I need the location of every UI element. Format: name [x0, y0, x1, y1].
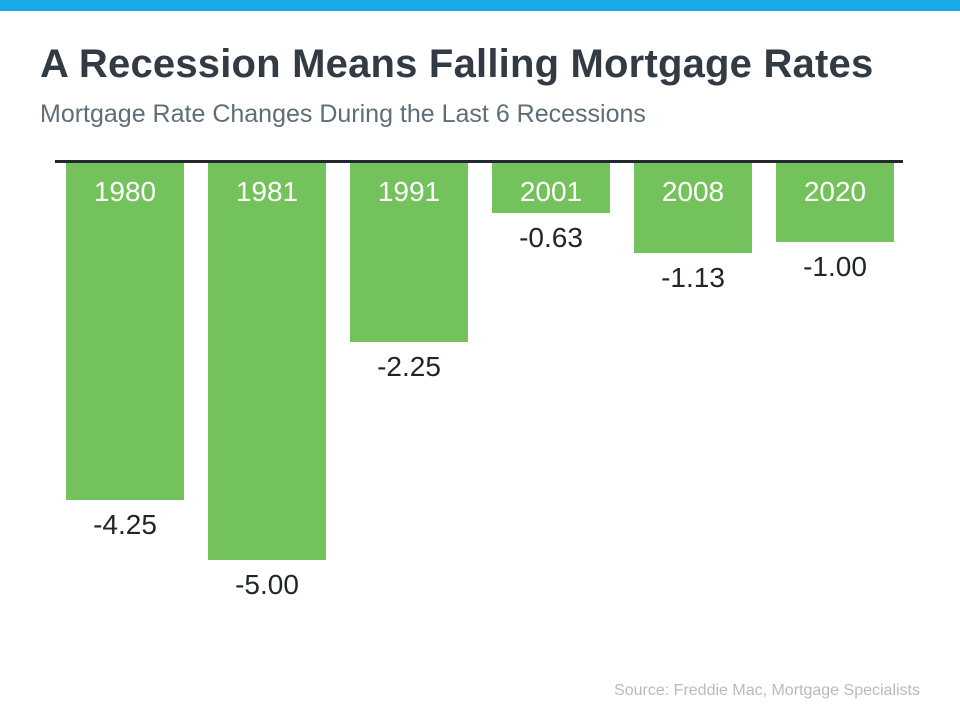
- top-accent-strip: [0, 0, 960, 11]
- bar-year-label: 2008: [661, 176, 725, 207]
- bar-1991: 1991 -2.25: [350, 163, 468, 382]
- axis-baseline: [55, 160, 903, 163]
- bar-value-label: -1.00: [803, 251, 867, 282]
- bar-year-label: 1981: [235, 176, 299, 207]
- bar-year-label: 2020: [803, 176, 867, 207]
- bar-2008: 2008 -1.13: [634, 163, 752, 293]
- page-title: A Recession Means Falling Mortgage Rates: [40, 42, 874, 86]
- bar-1980: 1980 -4.25: [66, 163, 184, 540]
- bar-value-label: -4.25: [93, 509, 157, 540]
- bar-2001: 2001 -0.63: [492, 163, 610, 253]
- bar-year-label: 1991: [377, 176, 441, 207]
- bar-value-label: -1.13: [661, 262, 725, 293]
- bar-1981: 1981 -5.00: [208, 163, 326, 600]
- bar-value-label: -2.25: [377, 351, 441, 382]
- bar-year-label: 1980: [93, 176, 157, 207]
- bar-value-label: -0.63: [519, 222, 583, 253]
- source-attribution: Source: Freddie Mac, Mortgage Specialist…: [614, 682, 920, 699]
- bar-year-label: 2001: [519, 176, 583, 207]
- bar-2020: 2020 -1.00: [776, 163, 894, 282]
- bar-value-label: -5.00: [235, 569, 299, 600]
- page-subtitle: Mortgage Rate Changes During the Last 6 …: [40, 100, 646, 128]
